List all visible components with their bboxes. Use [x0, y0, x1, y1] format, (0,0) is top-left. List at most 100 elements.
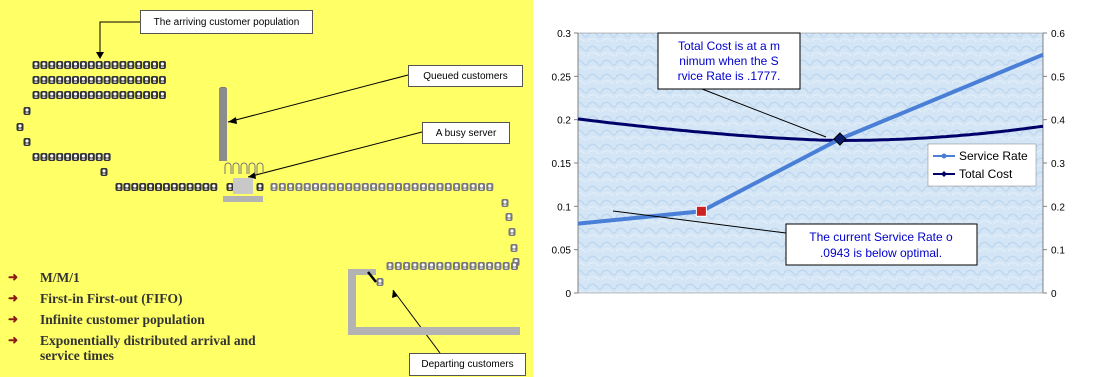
customer-icon: [345, 183, 353, 191]
customer-icon: [336, 183, 344, 191]
customer-icon: [72, 153, 79, 161]
customer-icon: [100, 168, 108, 176]
arriving-arrow: [99, 21, 140, 52]
customer-icon: [256, 183, 264, 191]
customer-icon: [378, 183, 386, 191]
customer-icon: [312, 183, 319, 191]
server-arrowhead: [248, 172, 256, 179]
queued-arrow: [227, 74, 409, 123]
legend-label-total-cost: Total Cost: [959, 167, 1013, 181]
customer-icon: [103, 76, 111, 84]
customer-icon: [95, 91, 103, 99]
property-text: Infinite customer population: [40, 312, 205, 327]
right-tick-label: 0.1: [1051, 246, 1065, 257]
customer-icon: [147, 183, 155, 191]
server-booth: [233, 178, 253, 194]
customer-icon: [419, 262, 427, 270]
customer-icon: [370, 183, 378, 191]
customer-icon: [87, 91, 95, 99]
customer-icon: [40, 76, 48, 84]
customer-icon: [210, 183, 218, 191]
customer-icon: [303, 183, 311, 191]
customer-icon: [469, 183, 477, 191]
customer-icon: [436, 262, 444, 270]
customer-icon: [95, 76, 103, 84]
customer-icon: [444, 262, 452, 270]
legend-box: [927, 143, 1037, 187]
customer-icon: [48, 61, 56, 69]
customer-icon: [394, 262, 402, 270]
queue-diagram-panel: The arriving customer population Queued …: [0, 0, 533, 377]
customer-icon: [48, 76, 56, 84]
customer-icon: [143, 91, 151, 99]
left-tick-label: 0: [565, 289, 571, 300]
arriving-arrowhead: [96, 52, 104, 59]
series-line-total-cost: [577, 117, 1044, 142]
bullet-arrow-icon: ➜: [8, 312, 19, 326]
legend-label-service-rate: Service Rate: [959, 149, 1028, 163]
customer-icon: [478, 183, 485, 191]
right-tick-label: 0.2: [1051, 202, 1065, 213]
customer-icons: [16, 61, 520, 286]
legend-marker-total-cost: [941, 171, 947, 177]
customer-icon: [143, 61, 151, 69]
exit-gate: [367, 271, 377, 283]
queue-lines: [99, 21, 441, 354]
customer-icon: [386, 183, 394, 191]
left-tick-label: 0.25: [552, 72, 572, 83]
customer-icon: [494, 262, 502, 270]
customer-icon: [56, 76, 64, 84]
customer-icon: [376, 278, 384, 286]
customer-icon: [403, 262, 411, 270]
customer-icon: [186, 183, 194, 191]
customer-icon: [127, 61, 135, 69]
queued-customers-callout: Queued customers: [408, 65, 523, 87]
customer-icon: [361, 183, 369, 191]
right-tick-label: 0.3: [1051, 159, 1065, 170]
customer-icon: [72, 91, 79, 99]
right-tick-label: 0.5: [1051, 72, 1065, 83]
customer-icon: [103, 61, 111, 69]
customer-icon: [419, 183, 427, 191]
customer-icon: [511, 262, 518, 270]
customer-icon: [270, 183, 278, 191]
customer-icon: [64, 91, 72, 99]
property-item: ➜ First-in First-out (FIFO): [8, 291, 308, 306]
customer-icon: [151, 76, 158, 84]
customer-icon: [135, 76, 143, 84]
customer-icon: [40, 91, 48, 99]
customer-icon: [119, 91, 127, 99]
series-line-service-rate: [577, 52, 1044, 226]
customer-icon: [79, 153, 87, 161]
customer-icon: [444, 183, 452, 191]
current-callout: [785, 223, 978, 266]
departure-path: [348, 269, 520, 335]
customer-icon: [23, 107, 31, 115]
current-callout-line-1: The current Service Rate o: [809, 230, 953, 244]
customer-icon: [155, 183, 162, 191]
customer-icon: [111, 76, 119, 84]
customer-icon: [403, 183, 411, 191]
customer-icon: [56, 91, 64, 99]
minimum-callout-line-2: nimum when the S: [679, 54, 778, 68]
minimum-callout-line: [701, 88, 827, 138]
current-service-rate-marker: [695, 205, 707, 217]
property-text: M/M/1: [40, 270, 80, 285]
arrowheads: [96, 52, 398, 298]
server-base: [223, 196, 263, 202]
customer-icon: [226, 183, 234, 191]
series-layer: [577, 52, 1044, 226]
departing-arrowhead: [392, 290, 398, 298]
customer-icon: [119, 76, 127, 84]
property-text: First-in First-out (FIFO): [40, 291, 183, 306]
left-tick-label: 0.15: [552, 159, 572, 170]
customer-icon: [40, 153, 48, 161]
legend-marker-service-rate: [941, 153, 947, 159]
customer-icon: [461, 262, 469, 270]
right-axis-ticks: 0 0.1 0.2 0.3 0.4 0.5 0.6: [1043, 29, 1065, 300]
bullet-arrow-icon: ➜: [8, 270, 19, 284]
customer-icon: [151, 91, 158, 99]
customer-icon: [139, 183, 147, 191]
optimal-service-rate-marker: [833, 132, 847, 146]
departure-path-bottom: [348, 327, 520, 335]
